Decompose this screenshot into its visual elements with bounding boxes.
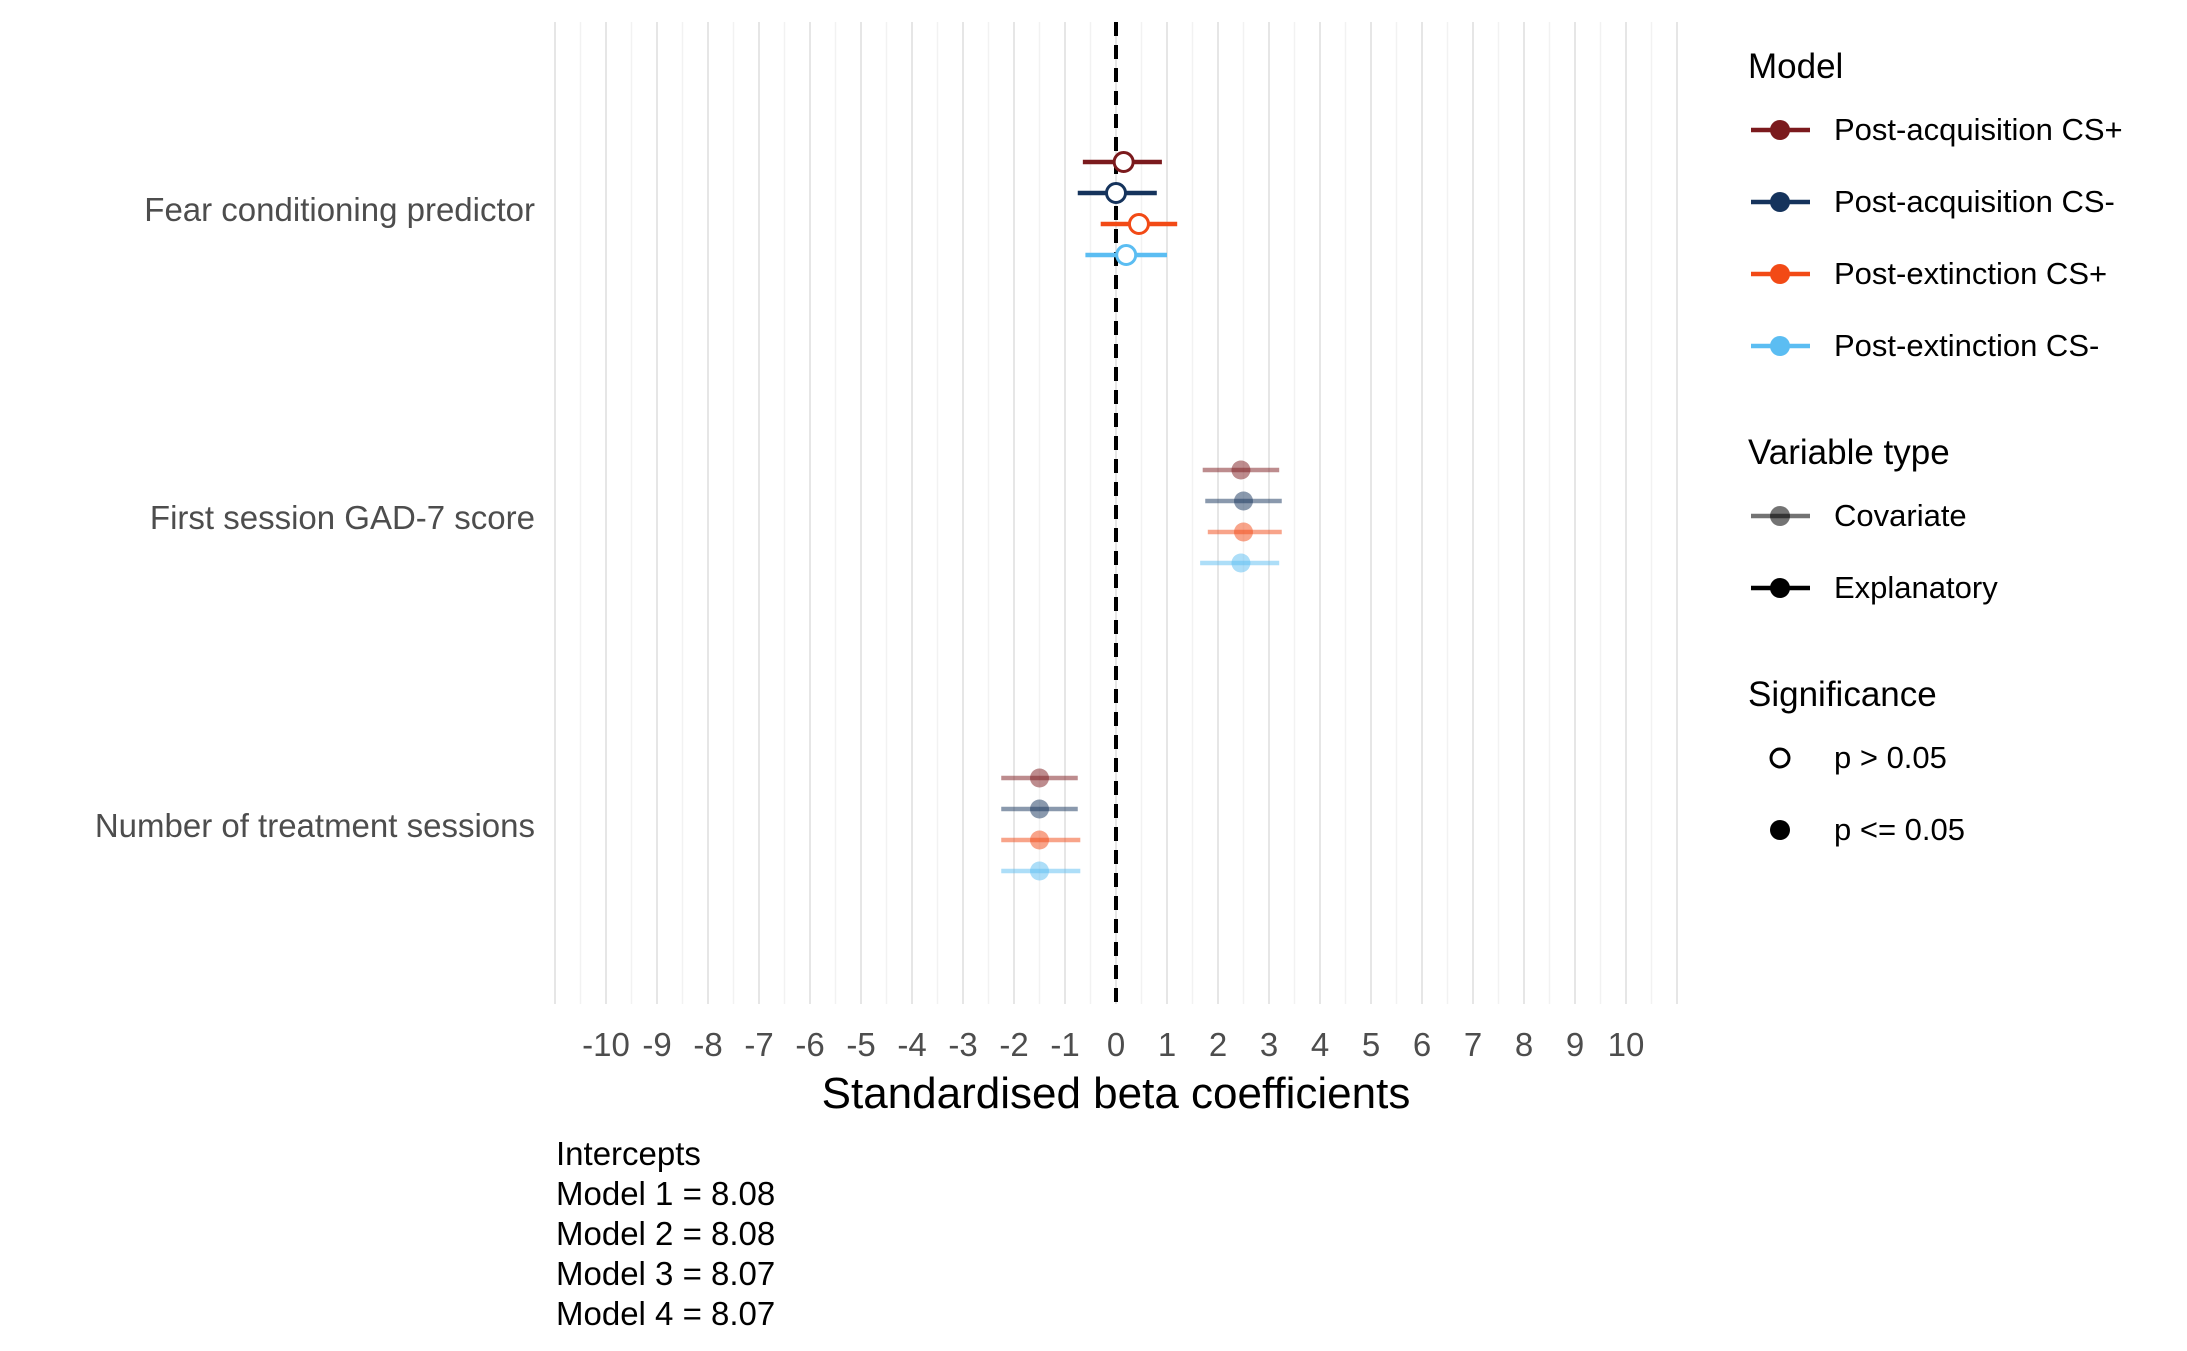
caption-line: Model 1 = 8.08 bbox=[556, 1175, 776, 1212]
point-estimate bbox=[1030, 830, 1049, 850]
y-tick-label: First session GAD-7 score bbox=[150, 499, 535, 536]
x-tick-label: -10 bbox=[582, 1026, 630, 1063]
legend-key-symbol bbox=[1751, 120, 1810, 140]
point-estimate bbox=[1231, 460, 1251, 480]
caption-line: Model 2 = 8.08 bbox=[556, 1215, 776, 1252]
caption-line: Intercepts bbox=[556, 1135, 701, 1172]
legend-key bbox=[1748, 326, 1834, 366]
legend-label: p > 0.05 bbox=[1834, 740, 1947, 775]
legend-key-symbol bbox=[1751, 336, 1810, 356]
legend-key bbox=[1748, 182, 1834, 222]
legend-item: Post-acquisition CS- bbox=[1748, 166, 2178, 238]
legend-title: Significance bbox=[1748, 675, 1937, 714]
x-tick-label: -3 bbox=[948, 1026, 977, 1063]
legend-key-symbol bbox=[1769, 747, 1791, 769]
legend-label: Post-acquisition CS- bbox=[1834, 184, 2115, 219]
point-estimate bbox=[1105, 182, 1127, 204]
caption-line: Model 3 = 8.07 bbox=[556, 1255, 776, 1292]
x-tick-label: 2 bbox=[1209, 1026, 1227, 1063]
legend-key-point bbox=[1770, 264, 1790, 284]
legend-label: Covariate bbox=[1834, 498, 1967, 533]
x-tick-label: -7 bbox=[744, 1026, 773, 1063]
x-tick-label: 4 bbox=[1311, 1026, 1329, 1063]
x-tick-label: 6 bbox=[1413, 1026, 1431, 1063]
legend-key bbox=[1748, 496, 1834, 536]
x-tick-label: -1 bbox=[1050, 1026, 1079, 1063]
legend-key bbox=[1748, 568, 1834, 608]
legend-key bbox=[1748, 110, 1834, 150]
legend-key bbox=[1748, 738, 1834, 778]
x-tick-label: -8 bbox=[693, 1026, 722, 1063]
legend-label: Post-acquisition CS+ bbox=[1834, 112, 2123, 147]
x-tick-label: 9 bbox=[1566, 1026, 1584, 1063]
x-axis-tick-labels: -10 -9 -8 -7 -6 -5 -4 -3 -2 -1 0 1 2 3 4 5 6 7 8 9 10 bbox=[582, 1026, 1644, 1063]
caption-line: Model 4 = 8.07 bbox=[556, 1295, 776, 1332]
legend-key-point bbox=[1770, 336, 1790, 356]
x-tick-label: 0 bbox=[1107, 1026, 1125, 1063]
legend-title: Model bbox=[1748, 47, 1844, 86]
legend-label: Explanatory bbox=[1834, 570, 1998, 605]
x-tick-label: 8 bbox=[1515, 1026, 1533, 1063]
point-estimate bbox=[1231, 553, 1251, 573]
legend-key-point bbox=[1770, 192, 1790, 212]
point-estimate bbox=[1115, 244, 1138, 266]
intercepts-caption: Intercepts Model 1 = 8.08 Model 2 = 8.08 Mo… bbox=[556, 1134, 775, 1334]
legend-key-symbol bbox=[1751, 578, 1810, 598]
legend-key-symbol bbox=[1751, 264, 1810, 284]
x-tick-label: -2 bbox=[999, 1026, 1028, 1063]
x-tick-label: -5 bbox=[846, 1026, 875, 1063]
legend-key-point bbox=[1770, 820, 1790, 840]
legend-label: p <= 0.05 bbox=[1834, 812, 1966, 847]
x-axis-title: Standardised beta coefficients bbox=[822, 1069, 1411, 1118]
y-tick-label: Fear conditioning predictor bbox=[144, 191, 535, 228]
x-tick-label: 3 bbox=[1260, 1026, 1278, 1063]
legend-group: Model Post-acquisition CS+ Post-acquisitio… bbox=[1748, 40, 2178, 382]
legend-item: p > 0.05 bbox=[1748, 722, 2178, 794]
x-tick-label: 7 bbox=[1464, 1026, 1482, 1063]
legend-key-symbol bbox=[1751, 506, 1810, 526]
x-tick-label: 1 bbox=[1158, 1026, 1176, 1063]
legend-key bbox=[1748, 254, 1834, 294]
legend-label: Post-extinction CS+ bbox=[1834, 256, 2108, 291]
point-estimate bbox=[1127, 213, 1150, 235]
y-axis-tick-labels: Fear conditioning predictor First session… bbox=[95, 191, 535, 844]
x-tick-label: 5 bbox=[1362, 1026, 1380, 1063]
x-tick-label: -6 bbox=[795, 1026, 824, 1063]
legend-item: Covariate bbox=[1748, 480, 2178, 552]
legend-item: Post-extinction CS+ bbox=[1748, 238, 2178, 310]
x-tick-label: 10 bbox=[1608, 1026, 1645, 1063]
legend-title: Variable type bbox=[1748, 433, 1950, 472]
x-tick-label: -4 bbox=[897, 1026, 926, 1063]
point-estimate bbox=[1030, 799, 1049, 819]
legend-key-point bbox=[1770, 120, 1790, 140]
legend-key bbox=[1748, 810, 1834, 850]
legend-label: Post-extinction CS- bbox=[1834, 328, 2100, 363]
legend-key-point bbox=[1770, 578, 1790, 598]
y-tick-label: Number of treatment sessions bbox=[95, 807, 535, 844]
legend-item: Explanatory bbox=[1748, 552, 2178, 624]
legend-key-point bbox=[1769, 747, 1791, 769]
legend-item: p <= 0.05 bbox=[1748, 794, 2178, 866]
legend-item: Post-acquisition CS+ bbox=[1748, 94, 2178, 166]
x-tick-label: -9 bbox=[642, 1026, 671, 1063]
point-estimate bbox=[1234, 491, 1253, 511]
legend: Model Post-acquisition CS+ Post-acquisitio… bbox=[1748, 40, 2178, 910]
legend-key-point bbox=[1770, 506, 1790, 526]
legend-key-symbol bbox=[1751, 192, 1810, 212]
legend-item: Post-extinction CS- bbox=[1748, 310, 2178, 382]
legend-key-symbol bbox=[1770, 820, 1790, 840]
legend-group: Significance p > 0.05 p <= 0.05 bbox=[1748, 668, 2178, 866]
point-estimate bbox=[1112, 151, 1135, 173]
point-estimate bbox=[1030, 768, 1049, 788]
coefficient-marks bbox=[1001, 22, 1282, 1004]
point-estimate bbox=[1234, 522, 1253, 542]
point-estimate bbox=[1030, 861, 1049, 881]
legend-group: Variable type Covariate Explanatory bbox=[1748, 426, 2178, 624]
